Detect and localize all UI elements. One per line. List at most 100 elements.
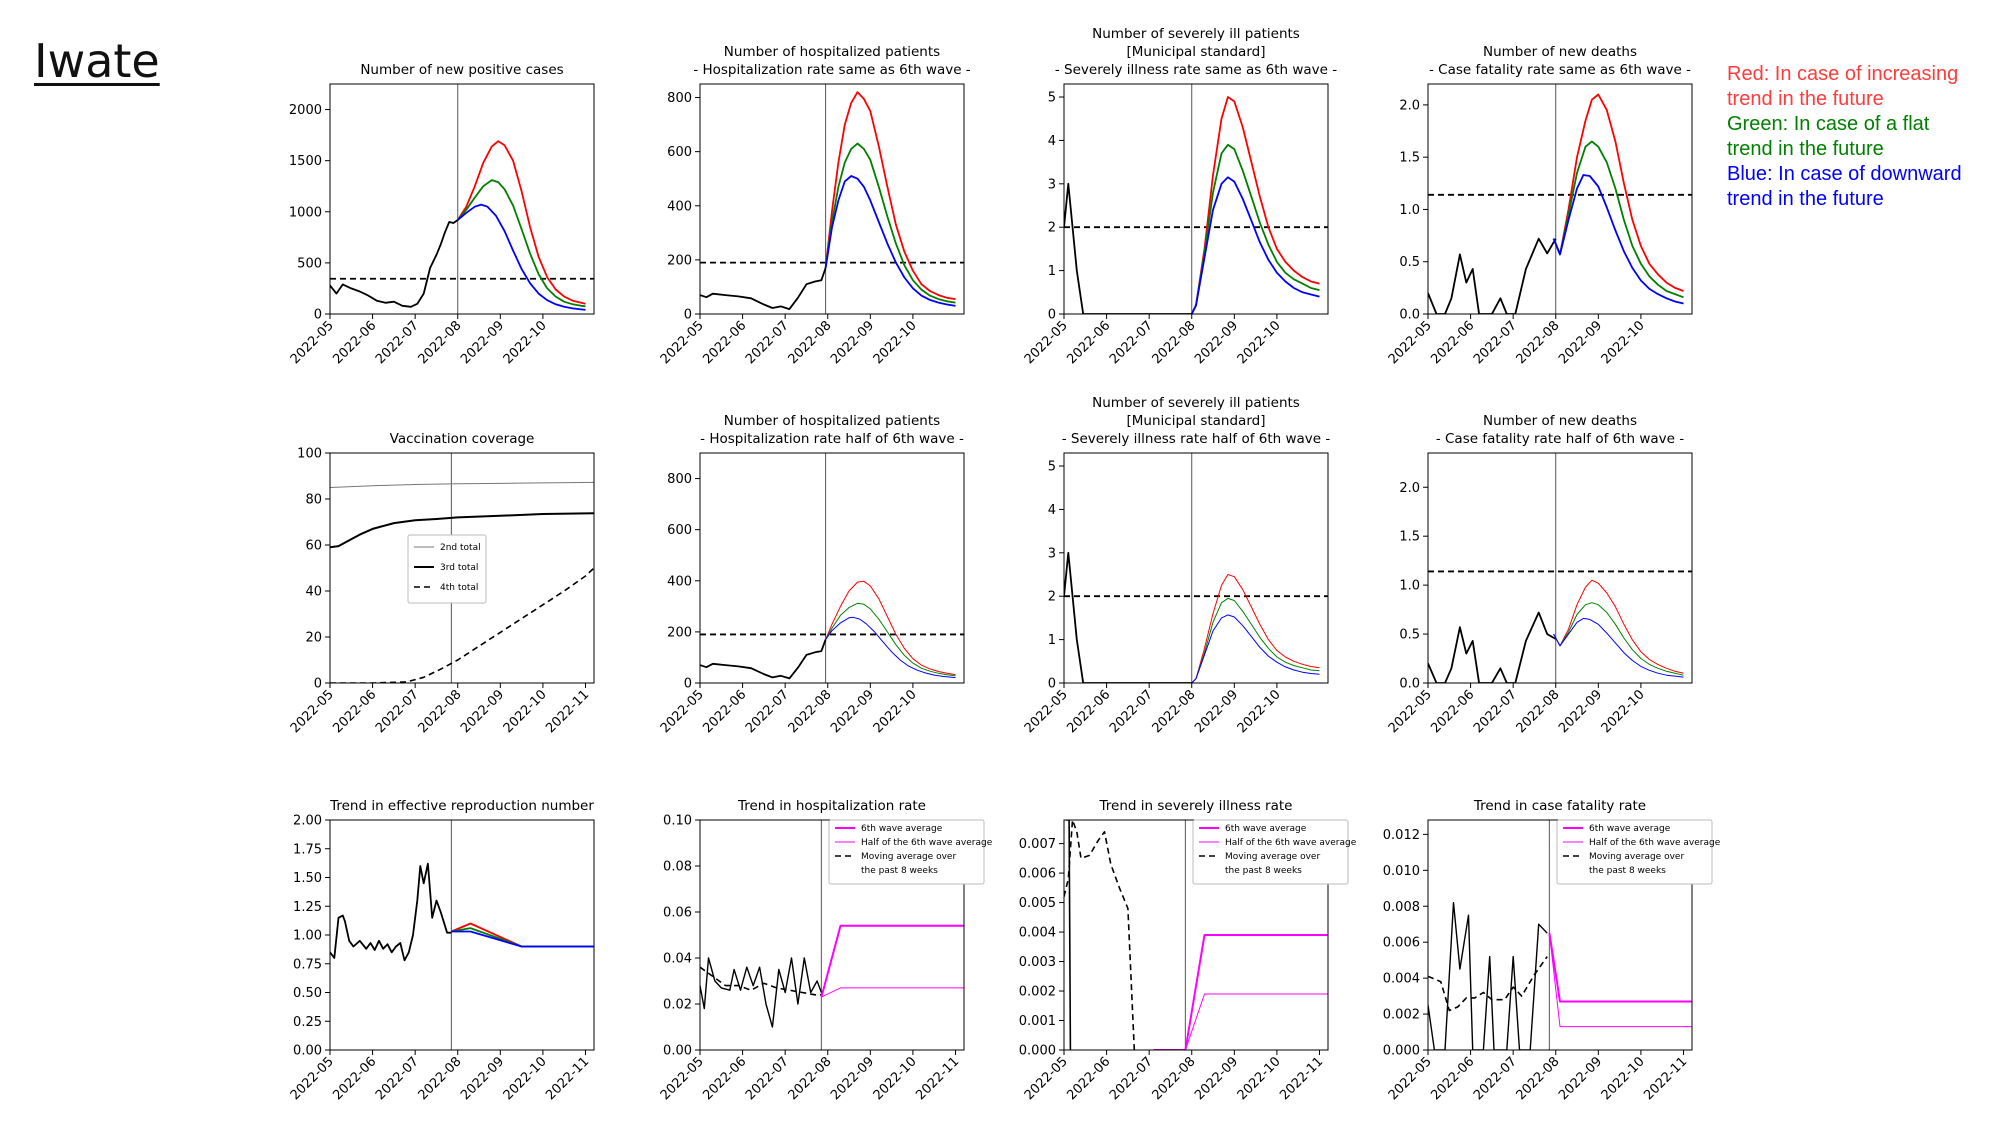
x-tick-label: 2022-07 [1107, 1054, 1156, 1103]
chart-title-line: Trend in effective reproduction number [329, 798, 594, 814]
y-tick-label: 0.008 [1383, 900, 1420, 915]
y-tick-label: 1 [1048, 264, 1056, 279]
x-tick-label: 2022-07 [743, 1054, 792, 1103]
chart-title-line: Number of new deaths [1483, 44, 1637, 60]
chart-title-line: - Case fatality rate half of 6th wave - [1436, 431, 1684, 447]
series-line-3 [1191, 614, 1320, 683]
x-tick-label: 2022-11 [1277, 1054, 1326, 1103]
x-tick-label: 2022-11 [1641, 1054, 1690, 1103]
legend-line-green-1: Green: In case of a flat [1727, 113, 1930, 135]
x-tick-label: 2022-11 [913, 1054, 962, 1103]
y-tick-label: 400 [667, 199, 692, 214]
x-tick-label: 2022-10 [501, 1054, 550, 1103]
series-line-3 [1184, 993, 1328, 1050]
series-line-2 [820, 924, 964, 998]
series-line-2 [1552, 140, 1684, 299]
y-tick-label: 800 [667, 472, 692, 487]
chart-title-line: [Municipal standard] [1127, 413, 1266, 429]
x-tick-label: 2022-08 [1150, 687, 1199, 736]
series-line-3 [457, 203, 586, 311]
y-tick-label: 80 [305, 493, 322, 508]
chart-legend: 6th wave average Half of the 6th wave ave… [1192, 819, 1357, 885]
y-tick-label: 1.5 [1399, 530, 1420, 545]
x-tick-label: 2022-05 [1022, 318, 1071, 367]
series-line-2 [1548, 933, 1692, 1003]
series-line-3 [1548, 933, 1692, 1028]
x-tick-label: 2022-07 [1107, 318, 1156, 367]
chart-severe_half: Number of severely ill patients [Municipa… [1022, 395, 1331, 736]
x-tick-label: 2022-09 [1192, 318, 1241, 367]
legend-box [828, 819, 985, 885]
x-tick-label: 2022-11 [543, 1054, 592, 1103]
x-tick-label: 2022-05 [1386, 687, 1435, 736]
x-tick-label: 2022-08 [1514, 1054, 1563, 1103]
x-tick-label: 2022-06 [1428, 687, 1477, 736]
y-tick-label: 600 [667, 145, 692, 160]
series-line-0 [330, 862, 452, 962]
chart-new_cases: Number of new positive cases 0 500 1000 1500… [288, 62, 595, 367]
y-tick-label: 0.75 [293, 957, 322, 972]
x-tick-label: 2022-09 [828, 1054, 877, 1103]
x-tick-label: 2022-10 [1235, 1054, 1284, 1103]
series-line-2 [457, 179, 586, 308]
legend-label-2: Moving average over [861, 852, 956, 862]
y-tick-label: 2.0 [1399, 98, 1420, 113]
x-tick-label: 2022-08 [1514, 318, 1563, 367]
x-tick-label: 2022-05 [1386, 1054, 1435, 1103]
chart-legend: 2nd total 3rd total 4th total [407, 534, 487, 604]
series-line-1 [451, 922, 594, 948]
series-line-1 [1553, 579, 1684, 674]
legend-label-1: Half of the 6th wave average [861, 838, 993, 848]
chart-title-line: - Hospitalization rate half of 6th wave … [700, 431, 964, 447]
x-tick-label: 2022-09 [1556, 687, 1605, 736]
y-tick-label: 1.5 [1399, 151, 1420, 166]
y-tick-label: 0.00 [293, 1044, 322, 1059]
x-tick-label: 2022-11 [543, 687, 592, 736]
x-tick-label: 2022-06 [330, 318, 379, 367]
series-line-1 [1191, 574, 1320, 683]
y-tick-label: 1.0 [1399, 579, 1420, 594]
plot-area [700, 453, 964, 683]
plot-area [330, 820, 594, 1050]
y-tick-label: 0.06 [663, 906, 692, 921]
x-tick-label: 2022-06 [700, 318, 749, 367]
plot-frame [1063, 452, 1329, 684]
plot-frame [329, 819, 595, 1051]
x-tick-label: 2022-10 [871, 687, 920, 736]
legend-label-0: 6th wave average [861, 824, 943, 834]
y-tick-label: 2.00 [293, 814, 322, 829]
x-tick-label: 2022-08 [1150, 318, 1199, 367]
x-tick-label: 2022-10 [501, 687, 550, 736]
y-tick-label: 0.00 [663, 1044, 692, 1059]
legend-label-1: 3rd total [440, 563, 478, 573]
y-tick-label: 400 [667, 574, 692, 589]
y-tick-label: 0.5 [1399, 628, 1420, 643]
y-tick-label: 1.00 [293, 929, 322, 944]
x-tick-label: 2022-07 [743, 318, 792, 367]
series-line-0 [1066, 820, 1072, 1050]
y-tick-label: 0.000 [1019, 1044, 1056, 1059]
series-line-1 [1552, 93, 1684, 292]
x-tick-label: 2022-09 [1192, 1054, 1241, 1103]
series-line-2 [1153, 934, 1328, 1050]
legend-label-0: 6th wave average [1225, 824, 1307, 834]
y-tick-label: 60 [305, 539, 322, 554]
x-tick-label: 2022-06 [1064, 687, 1113, 736]
chart-title-line: Number of severely ill patients [1092, 395, 1300, 411]
chart-title-line: Number of new positive cases [360, 62, 563, 78]
x-tick-label: 2022-07 [373, 318, 422, 367]
y-tick-label: 800 [667, 91, 692, 106]
legend-label-2: Moving average over [1225, 852, 1320, 862]
x-tick-label: 2022-06 [1428, 1054, 1477, 1103]
x-tick-label: 2022-10 [1599, 687, 1648, 736]
x-tick-label: 2022-09 [1556, 1054, 1605, 1103]
y-tick-label: 1000 [289, 205, 322, 220]
x-tick-label: 2022-07 [373, 1054, 422, 1103]
chart-hosp_rate: Trend in hospitalization rate 0.00 0.02 0.0… [658, 798, 993, 1103]
chart-deaths_half: Number of new deaths - Case fatality rate… [1386, 413, 1693, 736]
x-tick-label: 2022-06 [700, 687, 749, 736]
series-line-0 [700, 957, 823, 1028]
series-line-0 [1428, 611, 1557, 683]
x-tick-label: 2022-06 [330, 687, 379, 736]
plot-area [700, 84, 964, 314]
